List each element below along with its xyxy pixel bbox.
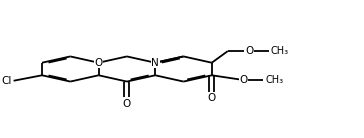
Text: Cl: Cl	[1, 76, 12, 86]
Text: N: N	[151, 58, 159, 68]
Text: O: O	[208, 93, 216, 103]
Text: O: O	[123, 99, 131, 109]
Text: CH₃: CH₃	[265, 75, 283, 85]
Text: O: O	[95, 58, 103, 68]
Text: O: O	[240, 75, 248, 85]
Text: CH₃: CH₃	[270, 46, 289, 56]
Text: O: O	[245, 46, 253, 56]
